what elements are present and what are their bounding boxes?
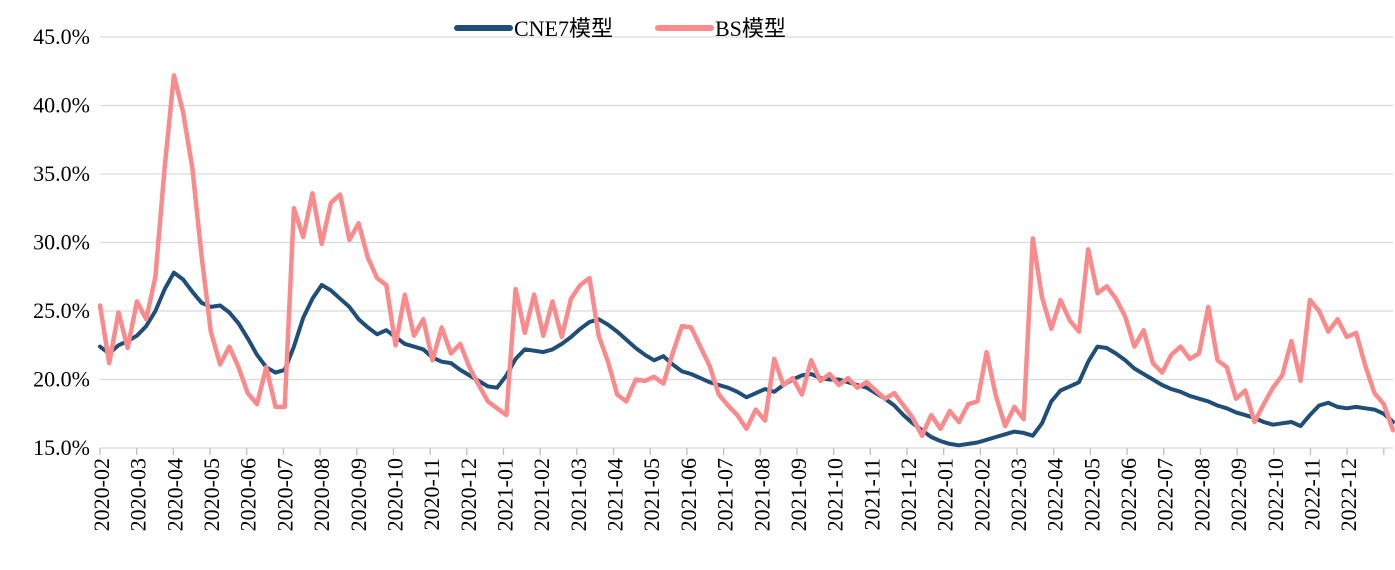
legend-label-cne7: CNE7模型 xyxy=(514,16,613,41)
x-tick-label: 2022-01 xyxy=(933,458,958,531)
x-tick-label: 2020-03 xyxy=(126,458,151,531)
y-tick-label: 15.0% xyxy=(33,435,90,460)
x-tick-label: 2022-12 xyxy=(1336,458,1361,531)
y-tick-label: 20.0% xyxy=(33,367,90,392)
x-tick-label: 2020-04 xyxy=(162,458,187,531)
x-tick-label: 2022-03 xyxy=(1006,458,1031,531)
x-tick-label: 2021-08 xyxy=(749,458,774,531)
x-tick-label: 2022-05 xyxy=(1079,458,1104,531)
x-tick-label: 2022-08 xyxy=(1189,458,1214,531)
x-tick-label: 2022-09 xyxy=(1226,458,1251,531)
x-tick-label: 2020-07 xyxy=(272,458,297,531)
x-tick-label: 2022-04 xyxy=(1043,458,1068,531)
x-tick-label: 2021-02 xyxy=(529,458,554,531)
series-line-bs xyxy=(97,73,1395,438)
y-tick-label: 45.0% xyxy=(33,24,90,49)
x-tick-label: 2021-05 xyxy=(639,458,664,531)
x-tick-label: 2021-12 xyxy=(896,458,921,531)
x-tick-label: 2020-06 xyxy=(236,458,261,531)
x-tick-label: 2020-11 xyxy=(419,458,444,531)
x-tick-label: 2021-11 xyxy=(859,458,884,531)
x-tick-label: 2021-09 xyxy=(786,458,811,531)
y-tick-label: 35.0% xyxy=(33,161,90,186)
x-tick-label: 2022-07 xyxy=(1153,458,1178,531)
y-tick-label: 30.0% xyxy=(33,230,90,255)
x-tick-label: 2020-12 xyxy=(456,458,481,531)
x-tick-label: 2020-08 xyxy=(309,458,334,531)
x-tick-label: 2022-06 xyxy=(1116,458,1141,531)
x-tick-label: 2021-01 xyxy=(492,458,517,531)
x-tick-label: 2021-07 xyxy=(713,458,738,531)
x-tick-label: 2021-03 xyxy=(566,458,591,531)
x-tick-label: 2020-09 xyxy=(346,458,371,531)
x-tick-label: 2021-04 xyxy=(603,458,628,531)
x-tick-label: 2020-02 xyxy=(89,458,114,531)
x-tick-label: 2021-06 xyxy=(676,458,701,531)
legend-label-bs: BS模型 xyxy=(715,16,786,41)
x-tick-label: 2021-10 xyxy=(823,458,848,531)
y-tick-label: 40.0% xyxy=(33,93,90,118)
x-tick-label: 2020-05 xyxy=(199,458,224,531)
series-line-cne7 xyxy=(98,270,1395,448)
y-tick-label: 25.0% xyxy=(33,298,90,323)
x-tick-label: 2020-10 xyxy=(382,458,407,531)
x-tick-label: 2022-11 xyxy=(1299,458,1324,531)
x-tick-label: 2022-10 xyxy=(1263,458,1288,531)
x-tick-label: 2022-02 xyxy=(969,458,994,531)
